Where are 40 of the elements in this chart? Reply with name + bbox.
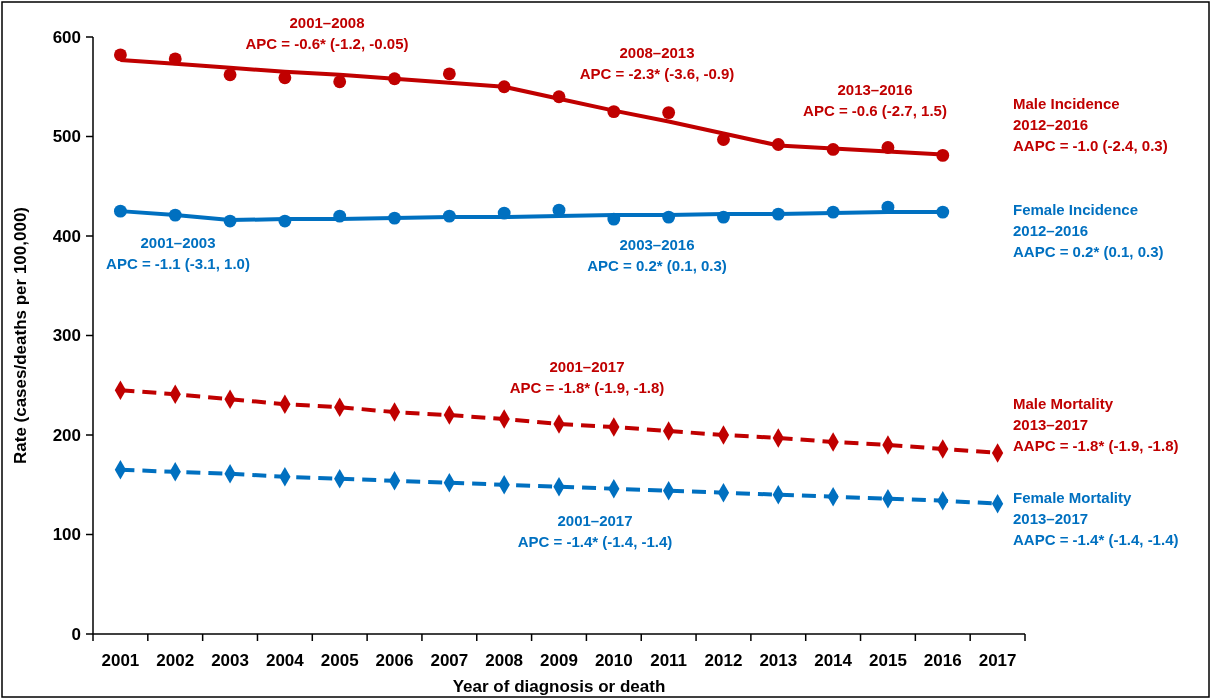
- y-tick-label: 200: [52, 425, 81, 445]
- y-tick-label: 600: [52, 27, 81, 47]
- y-tick-label: 0: [71, 624, 81, 644]
- x-tick-label: 2005: [320, 651, 359, 670]
- x-tick-label: 2016: [923, 651, 962, 670]
- x-tick-label: 2007: [430, 651, 469, 670]
- x-tick-label: 2008: [485, 651, 524, 670]
- x-tick-label: 2004: [265, 651, 305, 670]
- x-tick-label: 2001: [101, 651, 140, 670]
- annotation: 2008–2013 APC = -2.3* (-3.6, -0.9): [579, 44, 735, 82]
- x-tick-label: 2011: [650, 651, 688, 670]
- annotation: 2001–2008 APC = -0.6* (-1.2, -0.05): [245, 14, 409, 52]
- annotation: Male Mortality 2013–2017 AAPC = -1.8* (-1.9, -1.8): [1013, 395, 1179, 454]
- y-axis-title: Rate (cases/deaths per 100,000): [11, 206, 30, 465]
- annotation: 2003–2016 APC = 0.2* (0.1, 0.3): [587, 236, 727, 274]
- x-tick-label: 2015: [869, 651, 907, 670]
- point: [662, 106, 676, 120]
- point: [442, 67, 456, 81]
- y-tick-label: 300: [52, 326, 81, 346]
- annotation: 2013–2016 APC = -0.6 (-2.7, 1.5): [803, 81, 947, 119]
- annotation: 2001–2003 APC = -1.1 (-3.1, 1.0): [106, 234, 250, 272]
- x-axis-title: Year of diagnosis or death: [452, 677, 666, 696]
- x-tick-label: 2002: [156, 651, 195, 670]
- annotation: 2001–2017 APC = -1.8* (-1.9, -1.8): [509, 358, 665, 396]
- x-tick-label: 2012: [704, 651, 743, 670]
- annotation: Female Incidence 2012–2016 AAPC = 0.2* (0.1, 0.3): [1013, 201, 1164, 260]
- x-tick-label: 2010: [594, 651, 633, 670]
- x-tick-label: 2009: [540, 651, 578, 670]
- annotation: Male Incidence 2012–2016 AAPC = -1.0 (-2.4, 0.3): [1013, 95, 1168, 154]
- annotation: Female Mortality 2013–2017 AAPC = -1.4* (-1.4, -1.4): [1013, 489, 1179, 548]
- x-tick-label: 2013: [759, 651, 798, 670]
- x-tick-label: 2006: [375, 651, 414, 670]
- x-tick-label: 2017: [978, 651, 1017, 670]
- x-tick-label: 2003: [211, 651, 249, 670]
- y-tick-label: 400: [52, 226, 81, 246]
- annotation: 2001–2017 APC = -1.4* (-1.4, -1.4): [517, 512, 673, 550]
- y-tick-label: 500: [52, 127, 81, 147]
- y-tick-label: 100: [52, 525, 81, 545]
- point: [333, 75, 347, 89]
- x-tick-label: 2014: [814, 651, 853, 670]
